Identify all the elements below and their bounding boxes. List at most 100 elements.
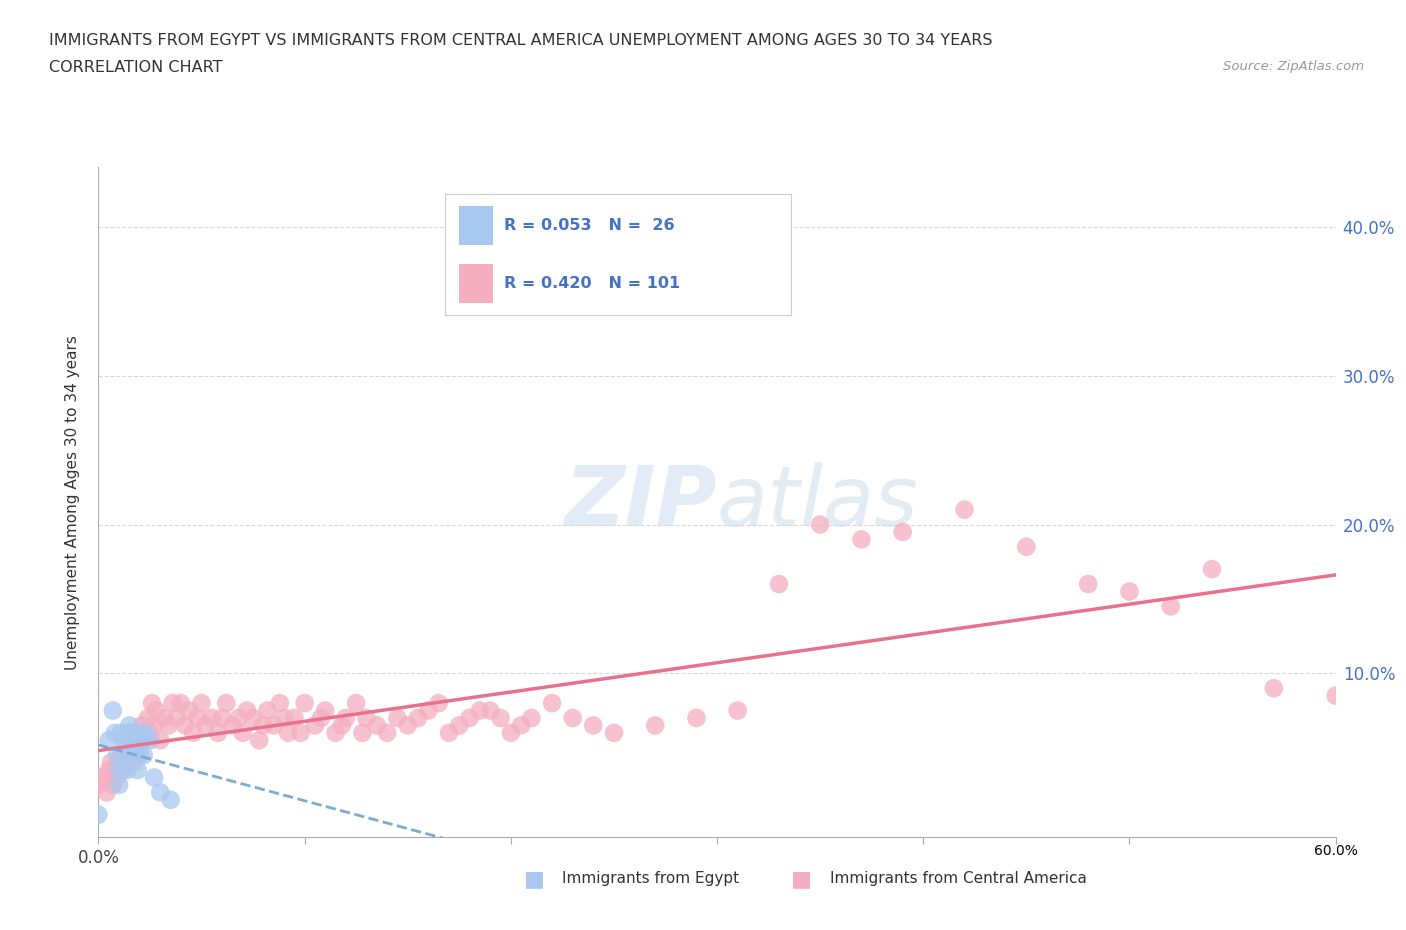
Point: [468, 703, 491, 718]
Point: [100, 755, 122, 770]
Point: [1160, 599, 1182, 614]
Point: [139, 733, 162, 748]
Point: [91, 770, 114, 785]
Point: [97, 733, 120, 748]
Point: [159, 792, 181, 807]
Point: [110, 748, 132, 763]
Point: [330, 718, 353, 733]
Point: [117, 763, 139, 777]
Point: [211, 711, 233, 725]
Point: [375, 725, 398, 740]
Point: [104, 725, 127, 740]
Point: [127, 725, 149, 740]
Point: [110, 725, 132, 740]
Point: [953, 502, 976, 517]
Point: [207, 725, 229, 740]
Point: [252, 718, 274, 733]
Point: [114, 740, 136, 755]
Point: [124, 748, 146, 763]
Point: [143, 718, 166, 733]
Point: [808, 517, 831, 532]
Point: [108, 763, 131, 777]
Point: [1015, 539, 1038, 554]
Point: [135, 725, 157, 740]
Point: [96, 785, 118, 800]
Point: [499, 725, 522, 740]
Point: [131, 733, 153, 748]
Point: [510, 718, 533, 733]
Point: [186, 711, 208, 725]
Point: [269, 696, 291, 711]
Point: [891, 525, 914, 539]
Point: [112, 763, 135, 777]
Point: [561, 711, 583, 725]
Point: [1118, 584, 1140, 599]
Point: [201, 711, 224, 725]
Point: [304, 718, 326, 733]
Text: ZIP: ZIP: [564, 461, 717, 543]
Point: [118, 725, 141, 740]
Point: [131, 718, 153, 733]
Point: [174, 718, 197, 733]
Point: [479, 703, 502, 718]
Text: ■: ■: [792, 869, 811, 889]
Point: [122, 755, 145, 770]
Point: [449, 718, 471, 733]
Point: [122, 733, 145, 748]
Point: [603, 725, 626, 740]
Point: [352, 725, 374, 740]
Point: [406, 711, 429, 725]
Point: [181, 725, 204, 740]
Point: [644, 718, 666, 733]
Point: [335, 711, 357, 725]
Point: [128, 740, 150, 755]
Point: [105, 748, 128, 763]
Text: atlas: atlas: [717, 461, 918, 543]
Point: [149, 785, 172, 800]
Point: [108, 777, 131, 792]
Point: [520, 711, 543, 725]
Point: [325, 725, 347, 740]
Point: [294, 696, 316, 711]
Point: [290, 725, 312, 740]
Point: [437, 725, 460, 740]
Point: [344, 696, 367, 711]
Point: [179, 703, 201, 718]
Point: [228, 711, 250, 725]
Point: [190, 696, 212, 711]
Point: [236, 703, 259, 718]
Point: [170, 696, 193, 711]
Point: [685, 711, 707, 725]
Text: Immigrants from Central America: Immigrants from Central America: [830, 871, 1087, 886]
Point: [273, 711, 295, 725]
Point: [132, 748, 155, 763]
Point: [128, 725, 150, 740]
Point: [283, 711, 305, 725]
Point: [232, 725, 254, 740]
Point: [1263, 681, 1285, 696]
Point: [396, 718, 419, 733]
Point: [132, 733, 155, 748]
Point: [768, 577, 790, 591]
Text: IMMIGRANTS FROM EGYPT VS IMMIGRANTS FROM CENTRAL AMERICA UNEMPLOYMENT AMONG AGES: IMMIGRANTS FROM EGYPT VS IMMIGRANTS FROM…: [49, 33, 993, 47]
Point: [242, 711, 264, 725]
Point: [87, 777, 110, 792]
Point: [139, 725, 162, 740]
Point: [247, 733, 270, 748]
Text: CORRELATION CHART: CORRELATION CHART: [49, 60, 222, 75]
Point: [263, 718, 285, 733]
Point: [118, 718, 141, 733]
Point: [727, 703, 749, 718]
Point: [277, 725, 299, 740]
Point: [851, 532, 873, 547]
Point: [117, 755, 139, 770]
Point: [489, 711, 512, 725]
Point: [87, 807, 110, 822]
Point: [153, 711, 176, 725]
Point: [128, 748, 150, 763]
Text: Immigrants from Egypt: Immigrants from Egypt: [562, 871, 740, 886]
Point: [418, 703, 440, 718]
Point: [143, 770, 166, 785]
Point: [127, 763, 149, 777]
Point: [541, 696, 564, 711]
